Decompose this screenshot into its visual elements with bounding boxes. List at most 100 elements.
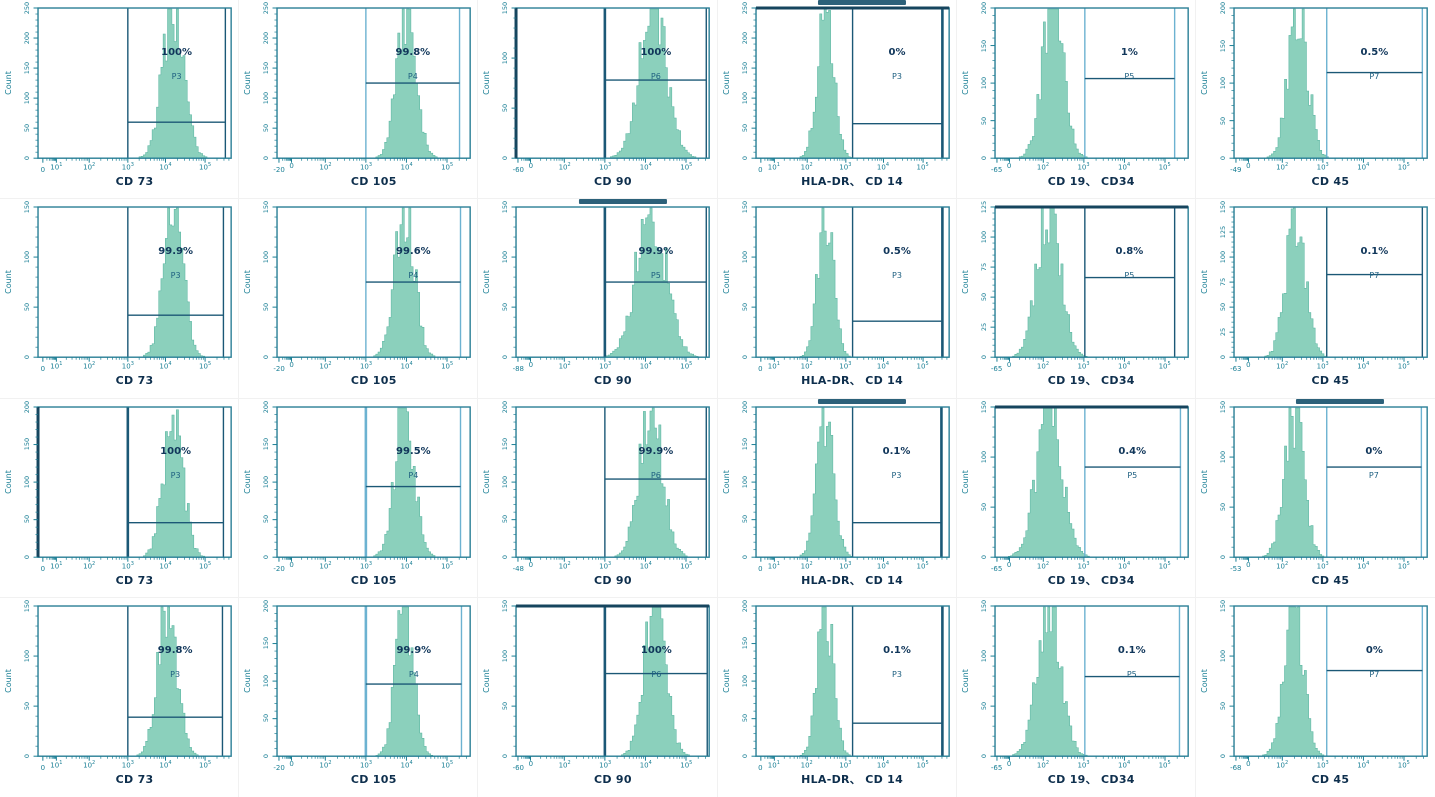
x-tick-label: 102 [1036,560,1050,571]
x-tick-label: 102 [1036,162,1050,172]
x-tick-label: 103 [839,162,852,172]
y-tick-label: 150 [740,201,749,214]
x-tick-label: 104 [1357,560,1370,571]
x-tick-label: 103 [121,759,134,770]
x-tick-label: 0 [758,365,763,374]
count-axis-label: Count [1199,71,1209,95]
y-tick-label: 250 [22,1,31,15]
x-tick-label: 102 [83,759,96,770]
x-tick-label: 102 [800,759,813,770]
y-tick-label: 100 [1218,251,1227,264]
x-tick-label: 103 [839,560,852,571]
histogram-plot [272,605,472,761]
histogram-plot [272,7,472,163]
x-tick-label: 0 [289,162,294,171]
y-tick-label: 100 [979,649,988,663]
y-tick-label: 200 [1218,1,1227,15]
x-tick-label: 103 [599,560,612,571]
clipped-panel-title [817,0,906,5]
flow-histogram-panel: Count 99.9% P5 CD 90 0 50 100 150 -88 0 102 103… [477,198,719,400]
x-tick-label: 103 [839,361,852,371]
flow-histogram-panel: Count 0% P3 HLA-DR、 CD 14 0 50 100 150 200 25… [716,0,958,201]
y-tick-label: 50 [740,303,749,312]
x-tick-label: 102 [558,759,571,770]
marker-axis-label: CD 105 [350,772,397,786]
x-tick-label: 102 [800,560,813,571]
histogram-plot [1229,605,1428,761]
gate-name-label: P5 [650,271,661,281]
y-tick-label: 200 [22,31,31,45]
x-tick-label: 104 [876,759,890,770]
gate-name-label: P4 [408,271,419,281]
x-tick-label: -63 [1230,365,1242,374]
x-tick-label: 104 [400,162,413,172]
histogram-plot [511,7,711,163]
x-tick-label: 105 [1158,759,1171,770]
gate-percent-label: 0% [888,47,906,59]
x-tick-label: 102 [319,560,332,571]
gate-percent-label: 99.8% [157,644,193,656]
flow-histogram-panel: Count 99.5% P4 CD 105 0 50 100 150 200 -20 0 10… [238,397,480,599]
y-tick-label: 200 [261,400,270,413]
marker-axis-label: CD 19、 CD34 [1047,573,1135,587]
count-axis-label: Count [1199,469,1209,494]
x-tick-label: 104 [1118,162,1131,172]
count-axis-label: Count [243,668,253,693]
y-tick-label: 150 [22,201,31,214]
gate-percent-label: 0% [1365,644,1383,656]
y-tick-label: 250 [740,1,749,15]
x-tick-label: 102 [319,361,332,371]
y-tick-label: 0 [740,156,749,161]
y-tick-label: 150 [1218,39,1227,52]
y-tick-label: 50 [501,303,510,312]
gate-name-label: P3 [892,72,902,82]
y-tick-label: 50 [501,701,510,711]
gate-percent-label: 99.5% [395,445,431,457]
x-tick-label: 105 [1397,162,1410,172]
y-tick-label: 100 [22,475,31,488]
gate-percent-label: 0.1% [882,445,911,457]
y-tick-label: 100 [22,251,31,264]
x-tick-label: 103 [359,560,373,571]
flow-histogram-panel: Count 0.1% P3 HLA-DR、 CD 14 0 50 100 150 200… [716,596,958,797]
gate-name-label: P6 [650,470,661,480]
x-tick-label: 105 [916,162,929,172]
flow-histogram-panel: Count 0.1% P5 CD 19、 CD34 0 50 100 150 -65 0 1… [955,596,1197,797]
x-tick-label: 0 [40,763,46,772]
x-tick-label: -60 [512,763,524,772]
x-tick-label: 0 [40,564,46,573]
x-tick-label: 104 [876,162,890,172]
x-tick-label: -65 [990,166,1003,175]
x-tick-label: 104 [639,162,652,172]
count-axis-label: Count [243,71,253,95]
histogram-plot [751,405,950,562]
x-tick-label: 102 [1276,162,1289,172]
count-axis-label: Count [721,71,731,95]
x-tick-label: 105 [199,560,212,571]
marker-axis-label: CD 73 [115,374,154,388]
y-tick-label: 50 [740,515,749,524]
x-tick-label: 103 [121,560,134,571]
y-tick-label: 50 [1218,116,1227,125]
clipped-panel-title [817,398,906,404]
flow-histogram-panel: Count 0.8% P5 CD 19、 CD34 0 25 50 75 100 125 -… [955,198,1197,400]
marker-axis-label: CD 45 [1311,374,1350,388]
histogram-plot [1229,206,1428,362]
y-tick-label: 150 [740,637,749,650]
gate-name-label: P3 [171,72,182,82]
y-tick-label: 50 [740,714,749,723]
x-tick-label: 102 [1276,361,1289,371]
x-tick-label: 105 [916,560,929,571]
gate-percent-label: 99.9% [638,246,674,258]
flow-histogram-panel: Count 99.8% P3 CD 73 0 50 100 150 0 101 102 103… [0,596,241,797]
x-tick-label: 102 [1276,560,1289,571]
x-tick-label: 104 [876,560,890,571]
y-tick-label: 0 [740,554,749,559]
x-tick-label: 0 [1006,560,1012,569]
x-tick-label: 105 [199,361,212,371]
x-tick-label: 102 [1276,759,1289,770]
y-tick-label: 100 [740,251,749,264]
histogram-plot [33,405,232,562]
marker-axis-label: CD 90 [594,175,632,189]
flow-histogram-panel: Count 99.9% P6 CD 90 0 50 100 150 200 -48 0 102… [477,397,719,599]
